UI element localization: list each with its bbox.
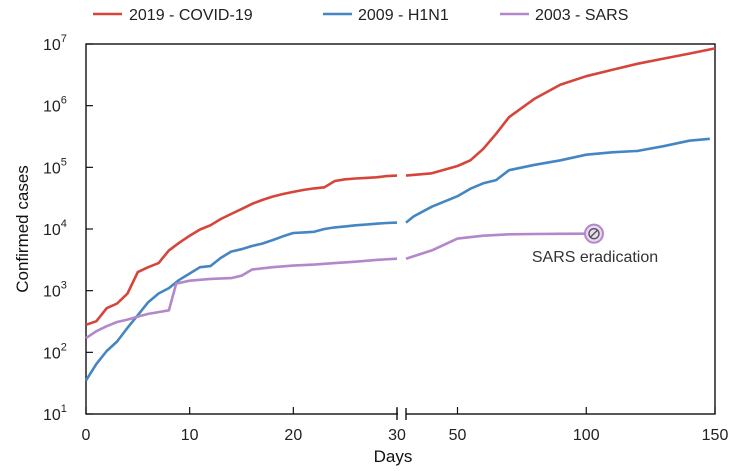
x-tick-label: 20 xyxy=(284,427,302,444)
legend: 2019 - COVID-19 2009 - H1N1 2003 - SARS xyxy=(93,7,628,24)
y-tick-label: 104 xyxy=(43,218,67,239)
x-tick-label: 100 xyxy=(573,427,600,444)
y-tick-base: 10 xyxy=(43,37,61,54)
y-tick-label: 101 xyxy=(43,403,67,424)
y-tick-exponent: 2 xyxy=(61,341,67,353)
y-tick-label: 107 xyxy=(43,33,67,54)
series-covid-line-part1 xyxy=(85,174,398,327)
series-sars-line-part1 xyxy=(85,257,398,340)
annotation-sars-eradication: SARS eradication xyxy=(532,249,658,266)
x-axis-title: Days xyxy=(374,447,413,466)
y-tick-label: 102 xyxy=(43,341,67,362)
y-tick-base: 10 xyxy=(43,99,61,116)
y-tick-exponent: 7 xyxy=(61,33,67,45)
series-sars-line-part2 xyxy=(405,232,594,260)
y-tick-exponent: 3 xyxy=(61,280,67,292)
y-tick-base: 10 xyxy=(43,160,61,177)
series-h1n1-line-part2 xyxy=(405,137,710,224)
y-tick-exponent: 5 xyxy=(61,156,67,168)
y-tick-exponent: 4 xyxy=(61,218,67,230)
x-tick-label: 30 xyxy=(388,427,406,444)
legend-item-sars: 2003 - SARS xyxy=(500,7,628,24)
legend-item-covid: 2019 - COVID-19 xyxy=(93,7,253,24)
sars-eradication-marker-slash xyxy=(589,229,598,238)
y-axis-title: Confirmed cases xyxy=(13,165,32,293)
x-tick-label: 10 xyxy=(181,427,199,444)
series-covid-line-part2 xyxy=(405,47,716,177)
annotation-layer: SARS eradication xyxy=(532,223,658,266)
legend-label-h1n1: 2009 - H1N1 xyxy=(358,7,449,24)
x-tick-label: 0 xyxy=(82,427,91,444)
y-tick-base: 10 xyxy=(43,345,61,362)
plot-frame xyxy=(85,43,716,415)
x-axis: 0 10 20 30 50 100 150 xyxy=(82,407,729,444)
series-layer xyxy=(84,47,716,382)
y-tick-base: 10 xyxy=(43,407,61,424)
legend-label-sars: 2003 - SARS xyxy=(535,7,628,24)
y-tick-label: 106 xyxy=(43,95,67,116)
y-tick-label: 105 xyxy=(43,156,67,177)
y-tick-label: 103 xyxy=(43,280,67,301)
y-tick-base: 10 xyxy=(43,222,61,239)
legend-label-covid: 2019 - COVID-19 xyxy=(129,7,253,24)
legend-item-h1n1: 2009 - H1N1 xyxy=(323,7,449,24)
y-tick-exponent: 1 xyxy=(61,403,67,415)
y-tick-exponent: 6 xyxy=(61,95,67,107)
y-tick-base: 10 xyxy=(43,284,61,301)
x-tick-label: 150 xyxy=(702,427,729,444)
axis-break-gap xyxy=(398,405,406,419)
sars-eradication-marker-ring xyxy=(588,227,600,240)
x-tick-label: 50 xyxy=(449,427,467,444)
series-h1n1-line-part1 xyxy=(84,221,398,382)
